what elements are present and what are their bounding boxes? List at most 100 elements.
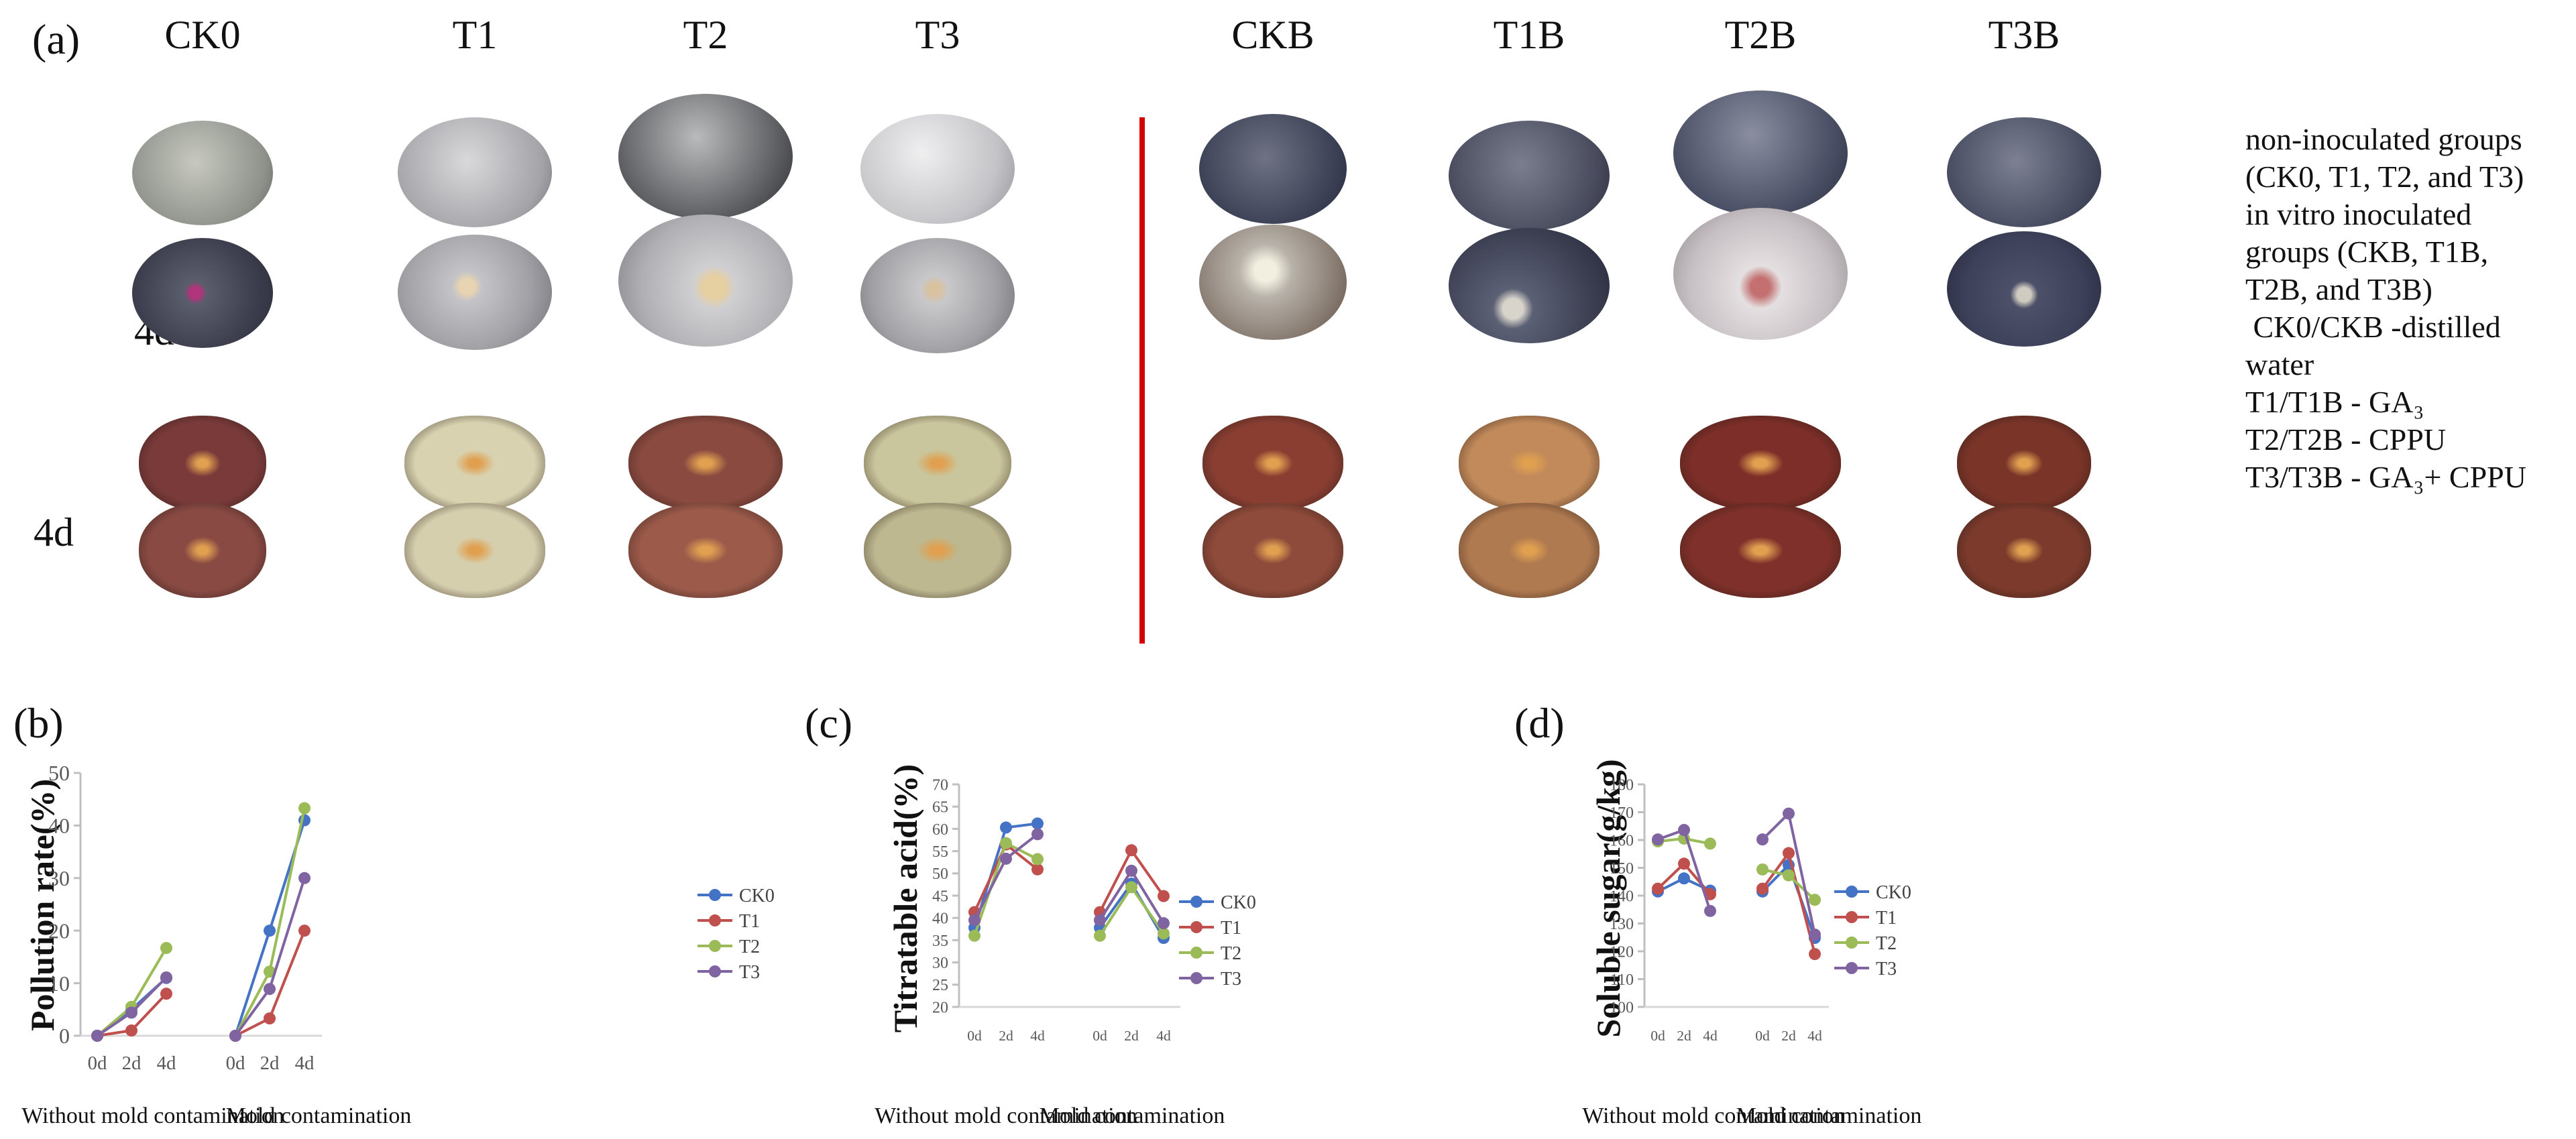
data-point-t3: [229, 1030, 241, 1042]
data-point-t3: [160, 971, 172, 983]
data-point-ck0: [1000, 821, 1012, 834]
data-point-t2: [160, 942, 172, 955]
y-axis-label: Soluble sugar(g/kg): [1589, 759, 1627, 1037]
data-point-ck0: [264, 924, 276, 937]
x-tick-label: 4d: [295, 1053, 315, 1074]
data-point-t1: [1125, 844, 1137, 857]
column-header-t1: T1: [452, 13, 498, 57]
legend-swatch-marker: [709, 889, 721, 901]
fruit-photo-ck0-4d: [132, 238, 273, 348]
data-point-t1: [1652, 882, 1664, 895]
y-tick-label: 160: [1610, 832, 1634, 849]
column-header-t3b: T3B: [1988, 13, 2060, 57]
x-tick-label: 0d: [967, 1028, 982, 1044]
data-point-t3: [1809, 928, 1821, 941]
y-tick-label: 45: [932, 888, 948, 905]
x-group-label: Mold contamination: [1040, 1103, 1225, 1128]
y-tick-label: 20: [48, 918, 70, 943]
legend-label-ck0: CK0: [1221, 892, 1256, 913]
x-tick-label: 2d: [122, 1053, 142, 1074]
data-point-t1: [160, 987, 172, 1000]
fruit-photo-t3-4d: [860, 238, 1015, 354]
column-header-t3: T3: [915, 13, 960, 57]
legend-label-t2: T2: [1221, 943, 1241, 964]
x-tick-label: 4d: [1156, 1028, 1171, 1044]
y-tick-label: 50: [48, 761, 70, 785]
y-tick-label: 30: [48, 866, 70, 890]
legend-label-t3: T3: [1221, 969, 1241, 990]
legend-swatch-marker: [1190, 972, 1202, 984]
data-point-t3: [968, 914, 981, 926]
fruit-photo-t2b-4d: [1673, 208, 1848, 340]
legend-label-t1: T1: [1876, 908, 1897, 928]
data-point-t2: [264, 965, 276, 978]
fruit-cross-section-t1b-bottom: [1459, 503, 1600, 598]
legend-swatch-marker: [1846, 962, 1858, 974]
data-point-t3: [264, 983, 276, 996]
data-point-t2: [1756, 863, 1769, 876]
fruit-photo-t1b-4d: [1449, 228, 1610, 344]
y-axis-label: Pollution rate(%): [23, 779, 61, 1031]
data-point-t3: [1756, 833, 1769, 846]
legend-line: T2B, and T3B): [2245, 272, 2432, 306]
legend-label-t1: T1: [1221, 918, 1241, 939]
column-header-ckb: CKB: [1231, 13, 1314, 57]
legend-line: groups (CKB, T1B,: [2245, 235, 2489, 269]
legend-swatch-marker: [709, 965, 721, 977]
legend-label-t2: T2: [1876, 933, 1897, 954]
legend-line: T2/T2B - CPPU: [2245, 422, 2447, 457]
fruit-photo-t2-2d: [618, 94, 793, 220]
legend-label-ck0: CK0: [1876, 882, 1911, 903]
column-header-ck0: CK0: [164, 13, 241, 57]
data-point-t2: [1125, 881, 1137, 894]
fruit-cross-section-t3-top: [864, 416, 1011, 511]
legend-swatch-marker: [1846, 937, 1858, 949]
y-tick-label: 40: [932, 910, 948, 928]
treatment-legend: non-inoculated groups (CK0, T1, T2, and T…: [2245, 121, 2526, 496]
legend-swatch-marker: [1846, 886, 1858, 898]
x-tick-label: 0d: [88, 1053, 107, 1074]
fruit-photo-t1-4d: [398, 235, 552, 351]
fruit-photo-t1b-2d: [1449, 121, 1610, 231]
panel-label: (d): [1514, 699, 1565, 747]
chart-titratable-acid: (c) Titratable acid(%) 20 25 30 35 40 45 50 55 60 6…: [805, 699, 1256, 1128]
fruit-cross-section-t1b-top: [1459, 416, 1600, 511]
data-point-t1: [1158, 890, 1170, 902]
legend-swatch-marker: [709, 914, 721, 926]
x-group-label: Without mold contamination: [21, 1103, 284, 1128]
data-point-t2: [1158, 927, 1170, 940]
legend-label-t3: T3: [739, 962, 760, 983]
fruit-cross-section-t2b-bottom: [1680, 503, 1841, 598]
data-point-t1: [1678, 857, 1690, 870]
fruit-photo-t3-2d: [860, 114, 1015, 224]
chart-pollution-rate: (b) Pollution rate(%)0 10 20 30 40 50 0d 2d 4d 0d 2…: [13, 699, 775, 1128]
fruit-cross-section-t3b-top: [1957, 416, 2091, 511]
row-header-3: 4d: [34, 510, 74, 554]
legend-swatch-marker: [1190, 947, 1202, 959]
legend-label-t1: T1: [739, 911, 760, 932]
y-tick-label: 20: [932, 999, 948, 1016]
data-point-t3: [1000, 852, 1012, 865]
fruit-photo-t2b-2d: [1673, 91, 1848, 217]
x-group-label: Without mold contamination: [1582, 1103, 1844, 1128]
data-point-t3: [1678, 824, 1690, 837]
data-point-t1: [1783, 847, 1795, 859]
x-tick-label: 0d: [1650, 1028, 1665, 1044]
y-tick-label: 150: [1610, 860, 1634, 878]
y-tick-label: 10: [48, 971, 70, 996]
fruit-cross-section-ckb-top: [1202, 416, 1343, 511]
fruit-photo-ck0-2d: [132, 121, 273, 225]
x-group-label: Mold contamination: [226, 1103, 412, 1128]
y-tick-label: 25: [932, 977, 948, 994]
y-tick-label: 130: [1610, 916, 1634, 933]
y-axis-label: Titratable acid(%): [887, 764, 924, 1032]
legend-label-t3: T3: [1876, 959, 1897, 979]
data-point-t3: [1652, 833, 1664, 846]
data-point-t2: [1783, 869, 1795, 882]
fruit-photo-t2-4d: [618, 215, 793, 347]
legend-line: CK0/CKB -distilled: [2245, 310, 2501, 344]
column-header-t1b: T1B: [1493, 13, 1565, 57]
x-tick-label: 2d: [260, 1053, 280, 1074]
data-point-t3: [1783, 807, 1795, 820]
y-tick-label: 70: [932, 776, 948, 794]
